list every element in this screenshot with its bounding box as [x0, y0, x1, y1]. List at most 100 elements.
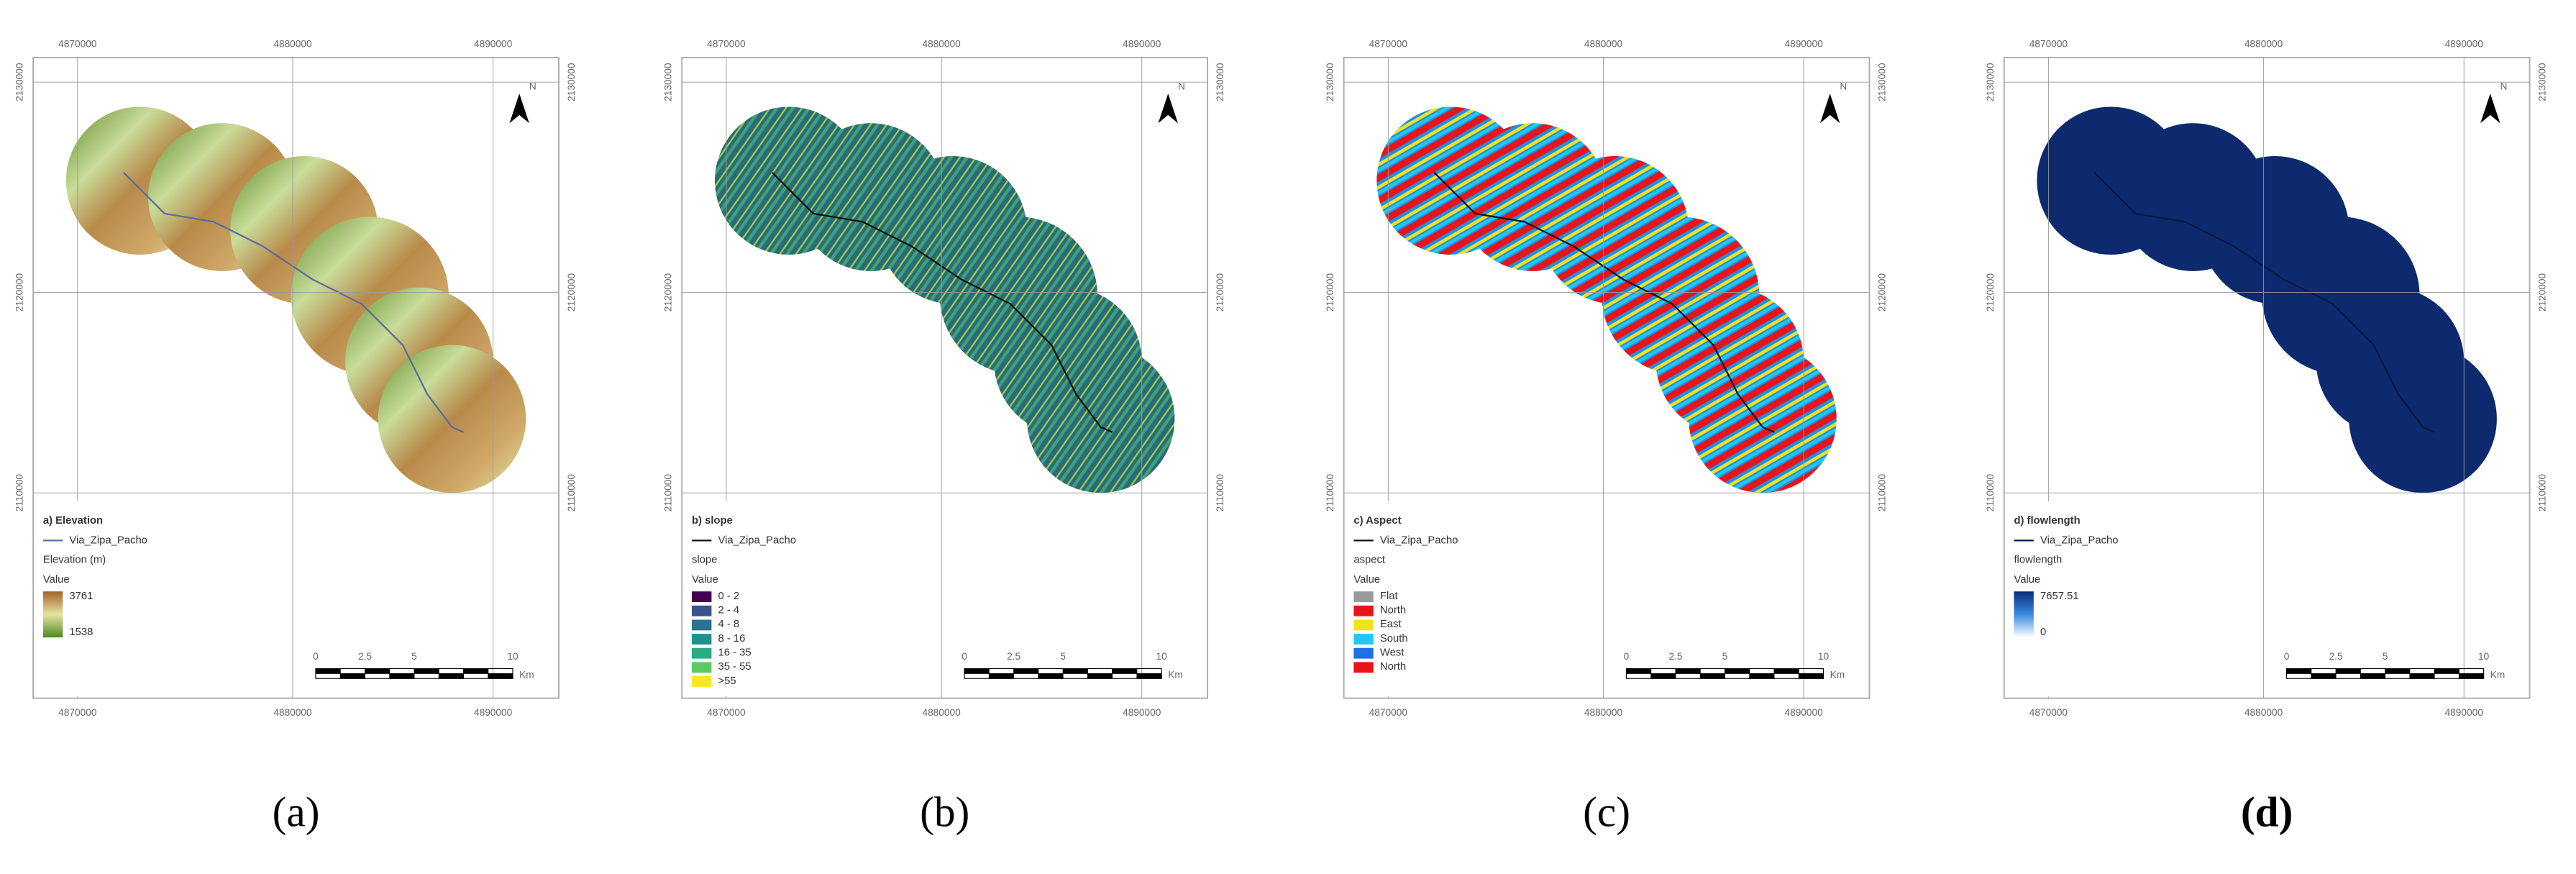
- scale-bar-segment: [1749, 673, 1775, 679]
- scale-label: 5: [411, 651, 417, 662]
- scale-bar-segment: [2385, 668, 2411, 674]
- legend-item: North: [1380, 661, 1406, 673]
- legend-swatch: [691, 634, 712, 645]
- scale-bar-segment: [2360, 673, 2386, 679]
- scale-label: 0: [313, 651, 319, 662]
- legend-swatch: [691, 619, 712, 631]
- scale-label: 10: [2478, 651, 2490, 662]
- legend-box: [683, 501, 938, 697]
- map-panel: 4870000 4880000 4890000 4870000 4880000 48900…: [1985, 38, 2547, 718]
- scale-label: 10: [1156, 651, 1168, 662]
- scale-bar-segment: [1725, 668, 1750, 674]
- scale-label: 2.5: [2329, 651, 2343, 662]
- coord-label: 4870000: [707, 707, 746, 718]
- scale-bar-outline: [964, 668, 1162, 679]
- coord-label: 2110000: [14, 474, 25, 512]
- coord-label: 4880000: [2244, 707, 2283, 718]
- scale-bar-segment: [1087, 673, 1113, 679]
- study-area: [378, 345, 526, 493]
- coord-label: 4880000: [922, 38, 961, 49]
- scale-bar-segment: [988, 673, 1015, 679]
- north-label: N: [1178, 81, 1185, 92]
- scale-bar-segment: [389, 673, 415, 679]
- scale-bar-segment: [315, 668, 341, 674]
- legend-value-heading: Value: [692, 574, 718, 586]
- legend-value-heading: Value: [1353, 574, 1380, 586]
- scale-bar-segment: [365, 668, 390, 674]
- legend-item: 35 - 55: [718, 661, 752, 673]
- north-arrow: [2480, 94, 2500, 124]
- coord-label: 2130000: [1985, 63, 1996, 101]
- map-area: [2037, 106, 2497, 493]
- coord-label: 2120000: [566, 273, 577, 311]
- scale-label: 5: [1060, 651, 1066, 662]
- scale-bar-segment: [1699, 673, 1725, 679]
- coord-label: 2110000: [1215, 474, 1225, 512]
- scale-bar-outline: [1625, 668, 1824, 679]
- scale-bar-segment: [1798, 673, 1824, 679]
- north-arrow: [1819, 94, 1840, 124]
- legend-route: Via_Zipa_Pacho: [69, 534, 147, 546]
- scale-bar-segment: [2409, 673, 2435, 679]
- legend-swatch: [1353, 634, 1374, 645]
- scale-bar-segment: [2286, 668, 2312, 674]
- scale-bar-segment: [1013, 668, 1039, 674]
- legend-layer: slope: [692, 555, 717, 566]
- legend-min: 0: [2040, 627, 2046, 638]
- scale-unit: Km: [519, 669, 534, 680]
- panel-caption: (d): [2241, 788, 2293, 836]
- scale-bar-segment: [2335, 668, 2361, 674]
- legend-swatch: [1353, 647, 1374, 659]
- legend-item: East: [1380, 619, 1402, 630]
- coord-label: 2120000: [1876, 273, 1887, 311]
- north-arrow: [1158, 94, 1178, 124]
- legend-swatch: [1353, 605, 1374, 616]
- panel-caption: (c): [1583, 788, 1630, 836]
- scale-bar-segment: [964, 668, 990, 674]
- legend-item: 2 - 4: [718, 605, 740, 616]
- legend-route: Via_Zipa_Pacho: [718, 534, 797, 546]
- coord-label: 2120000: [663, 273, 674, 311]
- legend-max: 3761: [69, 591, 93, 602]
- north-label: N: [2500, 81, 2507, 92]
- legend-title: d) flowlength: [2014, 515, 2080, 527]
- legend-item: 0 - 2: [718, 591, 740, 602]
- scale-bar-segment: [2311, 673, 2337, 679]
- coord-label: 2130000: [1215, 63, 1225, 101]
- legend-item: North: [1380, 605, 1406, 616]
- coord-label: 4880000: [1584, 38, 1623, 49]
- legend-item: Flat: [1380, 591, 1399, 602]
- legend-max: 7657.51: [2040, 591, 2079, 602]
- legend-item: West: [1380, 647, 1405, 659]
- coord-label: 4870000: [58, 38, 97, 49]
- scale-unit: Km: [2490, 669, 2506, 680]
- scale-bar-segment: [1062, 668, 1088, 674]
- coord-label: 4870000: [2029, 38, 2068, 49]
- coord-label: 2130000: [1876, 63, 1887, 101]
- coord-label: 4870000: [707, 38, 746, 49]
- legend-item: 4 - 8: [718, 619, 740, 630]
- scale-bar-segment: [1112, 668, 1138, 674]
- road-route: [2093, 171, 2435, 433]
- scale-bar-outline: [315, 668, 513, 679]
- legend-value-heading: Value: [2014, 574, 2040, 586]
- map-panel: 4870000 4880000 4890000 4870000 4880000 48900…: [663, 38, 1225, 718]
- north-label: N: [1840, 81, 1847, 92]
- coord-label: 2110000: [2536, 474, 2547, 512]
- coord-label: 2120000: [1215, 273, 1225, 311]
- scale-bar-segment: [1136, 673, 1162, 679]
- scale-label: 10: [1818, 651, 1830, 662]
- coord-label: 4870000: [1369, 38, 1408, 49]
- legend-route: Via_Zipa_Pacho: [1380, 534, 1458, 546]
- study-area: [2349, 345, 2497, 493]
- road-route: [772, 171, 1113, 433]
- coord-label: 2120000: [1325, 273, 1335, 311]
- coord-label: 2110000: [1985, 474, 1996, 512]
- scale-bar-segment: [1675, 668, 1701, 674]
- study-area: [1689, 345, 1837, 493]
- panel-caption: (b): [920, 788, 969, 836]
- road-route: [122, 171, 464, 433]
- legend-box: [2006, 501, 2261, 697]
- coord-label: 2130000: [663, 63, 674, 101]
